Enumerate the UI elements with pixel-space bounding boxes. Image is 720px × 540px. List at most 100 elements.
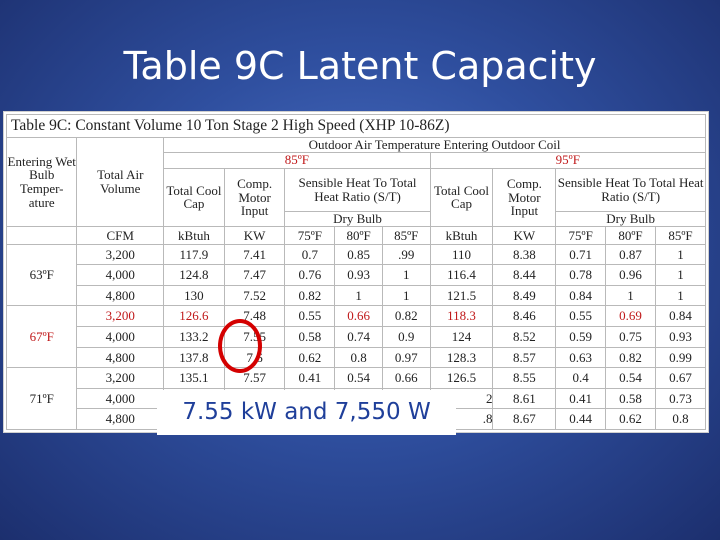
unit-cell: 80ºF — [605, 226, 656, 245]
table-cell: 0.66 — [334, 305, 383, 328]
table-cell: 0.59 — [555, 326, 607, 348]
unit-cell: KW — [223, 226, 286, 245]
table-row: 63ºF 3,200 117.9 7.41 0.7 0.85.99 110 8.38 0.71 0… — [5, 243, 707, 307]
header-dry-bulb-1: Dry Bulb — [284, 210, 431, 228]
table-cell: 4,800 — [76, 408, 165, 430]
table-cell: 8.61 — [492, 387, 557, 410]
table-cell: 0.76 — [284, 264, 336, 286]
table-cell: 0.96 — [605, 264, 656, 286]
table-cell: 4,000 — [76, 387, 165, 410]
table-cell: 0.97 — [381, 346, 431, 369]
unit-cell: 85ºF — [381, 226, 431, 245]
table-row: 67ºF 3,200 126.6 7.48 0.55 0.66 0.82 118.3 8.46 0… — [5, 305, 707, 369]
header-dry-bulb-2: Dry Bulb — [555, 210, 706, 228]
table-cell: 0.7 — [284, 243, 336, 266]
table-cell: 8.55 — [492, 367, 557, 389]
table-cell: 117.9 — [163, 243, 225, 266]
table-title: Table 9C: Constant Volume 10 Ton Stage 2… — [6, 114, 706, 138]
table-cell: 8.52 — [492, 326, 557, 348]
table-cell: 126.5 — [429, 367, 494, 389]
table-cell: 7.52 — [223, 284, 286, 307]
table-cell: 8.46 — [492, 305, 557, 328]
table-cell: 0.55 — [555, 305, 607, 328]
header-total-cool-cap-1: Total Cool Cap — [163, 167, 225, 228]
table-cell: 135.1 — [163, 367, 225, 389]
table-cell: 0.41 — [284, 367, 336, 389]
table-cell: 1 — [605, 284, 656, 307]
table-cell: 1 — [334, 284, 383, 307]
table-cell: 0.93 — [334, 264, 383, 286]
table-cell: 0.66 — [381, 367, 431, 389]
unit-cell: kBtuh — [429, 226, 494, 245]
table-cell: 133.2 — [163, 326, 225, 348]
table-cell: 0.4 — [555, 367, 607, 389]
table-row: 4,800 137.8 7.6 0.62 0.8 0.97 128.3 8.57 0.63 0.8… — [7, 346, 707, 369]
table-row: 4,000 124.8 7.47 0.76 0.93 1 116.4 8.44 0.78 0.96… — [7, 264, 707, 286]
table-cell: 0.67 — [654, 367, 707, 389]
table-cell: 0.73 — [654, 387, 707, 410]
wet-bulb-label: 67ºF — [5, 305, 78, 369]
table-cell: 0.84 — [654, 305, 707, 328]
table-cell: 0.78 — [555, 264, 607, 286]
unit-cell: 80ºF — [334, 226, 383, 245]
header-sensible-ratio-2: Sensible Heat To Total Heat Ratio (S/T) — [555, 167, 706, 212]
table-cell: 1 — [654, 243, 707, 266]
table-cell: 0.62 — [284, 346, 336, 369]
table-cell: .99 — [381, 243, 431, 266]
table-cell: 0.82 — [381, 305, 431, 328]
header-temp-95: 95ºF — [429, 152, 707, 169]
table-row: 4,000 133.2 7.55 0.58 0.74 0.9 124 8.52 0.59 0.75… — [7, 326, 707, 348]
unit-cell: 85ºF — [654, 226, 707, 245]
table-cell: 8.67 — [492, 408, 557, 430]
table-cell: 124.8 — [163, 264, 225, 286]
table-cell: 0.55 — [284, 305, 336, 328]
table-cell: 0.58 — [284, 326, 336, 348]
table-cell: 124 — [429, 326, 494, 348]
table-cell: 137.8 — [163, 346, 225, 369]
table-cell: 0.63 — [555, 346, 607, 369]
callout-box: 7.55 kW and 7,550 W — [157, 390, 456, 435]
slide-title: Table 9C Latent Capacity — [123, 44, 597, 88]
header-total-cool-cap-2: Total Cool Cap — [429, 167, 494, 228]
table-cell: 1 — [381, 284, 431, 307]
table-cell: 8.57 — [492, 346, 557, 369]
table-cell: 0.58 — [605, 387, 656, 410]
table-cell: 0.44 — [555, 408, 607, 430]
table-cell: 110 — [429, 243, 494, 266]
table-cell: 118.3 — [429, 305, 494, 328]
table-cell: 0.71 — [555, 243, 607, 266]
table-cell: 4,000 — [76, 264, 165, 286]
table-cell: 0.87 — [605, 243, 656, 266]
table-cell: 126.6 — [163, 305, 225, 328]
highlight-circle — [218, 319, 262, 373]
header-outdoor-air-temp: Outdoor Air Temperature Entering Outdoor… — [163, 136, 706, 154]
header-comp-motor-input-1: Comp. Motor Input — [223, 167, 286, 228]
table-cell: 4,800 — [76, 346, 165, 369]
table-cell: 1 — [654, 264, 707, 286]
table-cell: 0.9 — [381, 326, 431, 348]
table-cell: 0.82 — [284, 284, 336, 307]
table-cell: 4,800 — [76, 284, 165, 307]
table-cell: 3,200 — [76, 305, 165, 328]
table-cell: 7.47 — [223, 264, 286, 286]
unit-cell: KW — [492, 226, 557, 245]
header-entering-wet-bulb: Entering Wet Bulb Temper-ature — [5, 136, 78, 228]
table-cell: 3,200 — [76, 367, 165, 389]
table-cell: 0.8 — [654, 408, 707, 430]
table-cell: 7.41 — [223, 243, 286, 266]
table-cell: 116.4 — [429, 264, 494, 286]
table-cell: 0.54 — [334, 367, 383, 389]
table-cell: 0.84 — [555, 284, 607, 307]
unit-cell: CFM — [76, 226, 165, 245]
table-cell: 1 — [381, 264, 431, 286]
table-cell: 0.62 — [605, 408, 656, 430]
table-row: 71ºF 3,200 135.1 7.57 0.41 0.54 0.66 126.5 8.55 0… — [5, 367, 707, 430]
unit-cell: kBtuh — [163, 226, 225, 245]
table-cell: 0.93 — [654, 326, 707, 348]
table-cell: 0.69 — [605, 305, 656, 328]
header-sensible-ratio-1: Sensible Heat To Total Heat Ratio (S/T) — [284, 167, 431, 212]
unit-cell: 75ºF — [555, 226, 607, 245]
header-total-air-volume: Total Air Volume — [76, 136, 165, 228]
unit-cell: 75ºF — [284, 226, 336, 245]
table-cell: 130 — [163, 284, 225, 307]
